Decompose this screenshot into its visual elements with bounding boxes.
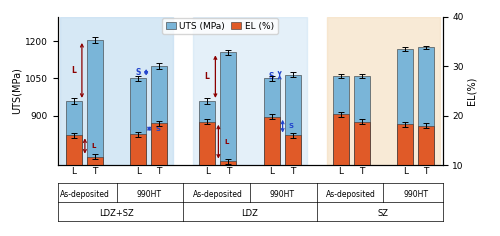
Text: As-deposited: As-deposited [193, 190, 243, 199]
Bar [418, 47, 434, 236]
Legend: UTS (MPa), EL (%): UTS (MPa), EL (%) [162, 18, 278, 34]
Text: S: S [288, 123, 294, 129]
Bar [87, 40, 103, 236]
Text: L: L [71, 66, 76, 75]
Bar [264, 79, 280, 236]
Bar [194, 17, 306, 165]
Text: 990HT: 990HT [403, 190, 428, 199]
Y-axis label: UTS(MPa): UTS(MPa) [12, 67, 22, 114]
Bar [284, 135, 300, 236]
Text: 990HT: 990HT [136, 190, 161, 199]
Bar [220, 52, 236, 236]
Bar [220, 161, 236, 236]
Text: S: S [268, 72, 274, 81]
Text: S: S [155, 126, 160, 132]
Bar [418, 126, 434, 236]
Bar [87, 156, 103, 236]
Bar [354, 76, 370, 236]
Text: 990HT: 990HT [270, 190, 294, 199]
Bar [130, 79, 146, 236]
Bar [333, 76, 349, 236]
Bar [66, 135, 82, 236]
Bar [200, 101, 216, 236]
Text: L: L [224, 139, 229, 145]
Bar [327, 17, 440, 165]
Text: LDZ+SZ: LDZ+SZ [99, 209, 134, 218]
Text: L: L [204, 72, 210, 81]
Text: As-deposited: As-deposited [60, 190, 110, 199]
Y-axis label: EL(%): EL(%) [466, 77, 476, 105]
Text: As-deposited: As-deposited [326, 190, 376, 199]
Bar [354, 122, 370, 236]
Bar [264, 117, 280, 236]
Text: L: L [91, 143, 96, 149]
Bar [151, 66, 167, 236]
Bar [397, 124, 413, 236]
Text: LDZ: LDZ [242, 209, 258, 218]
Text: SZ: SZ [378, 209, 389, 218]
Bar [60, 17, 173, 165]
Bar [284, 75, 300, 236]
Bar [397, 49, 413, 236]
Bar [333, 114, 349, 236]
Bar [151, 123, 167, 236]
Bar [200, 122, 216, 236]
Bar [130, 134, 146, 236]
Text: S: S [135, 68, 140, 77]
Bar [66, 101, 82, 236]
